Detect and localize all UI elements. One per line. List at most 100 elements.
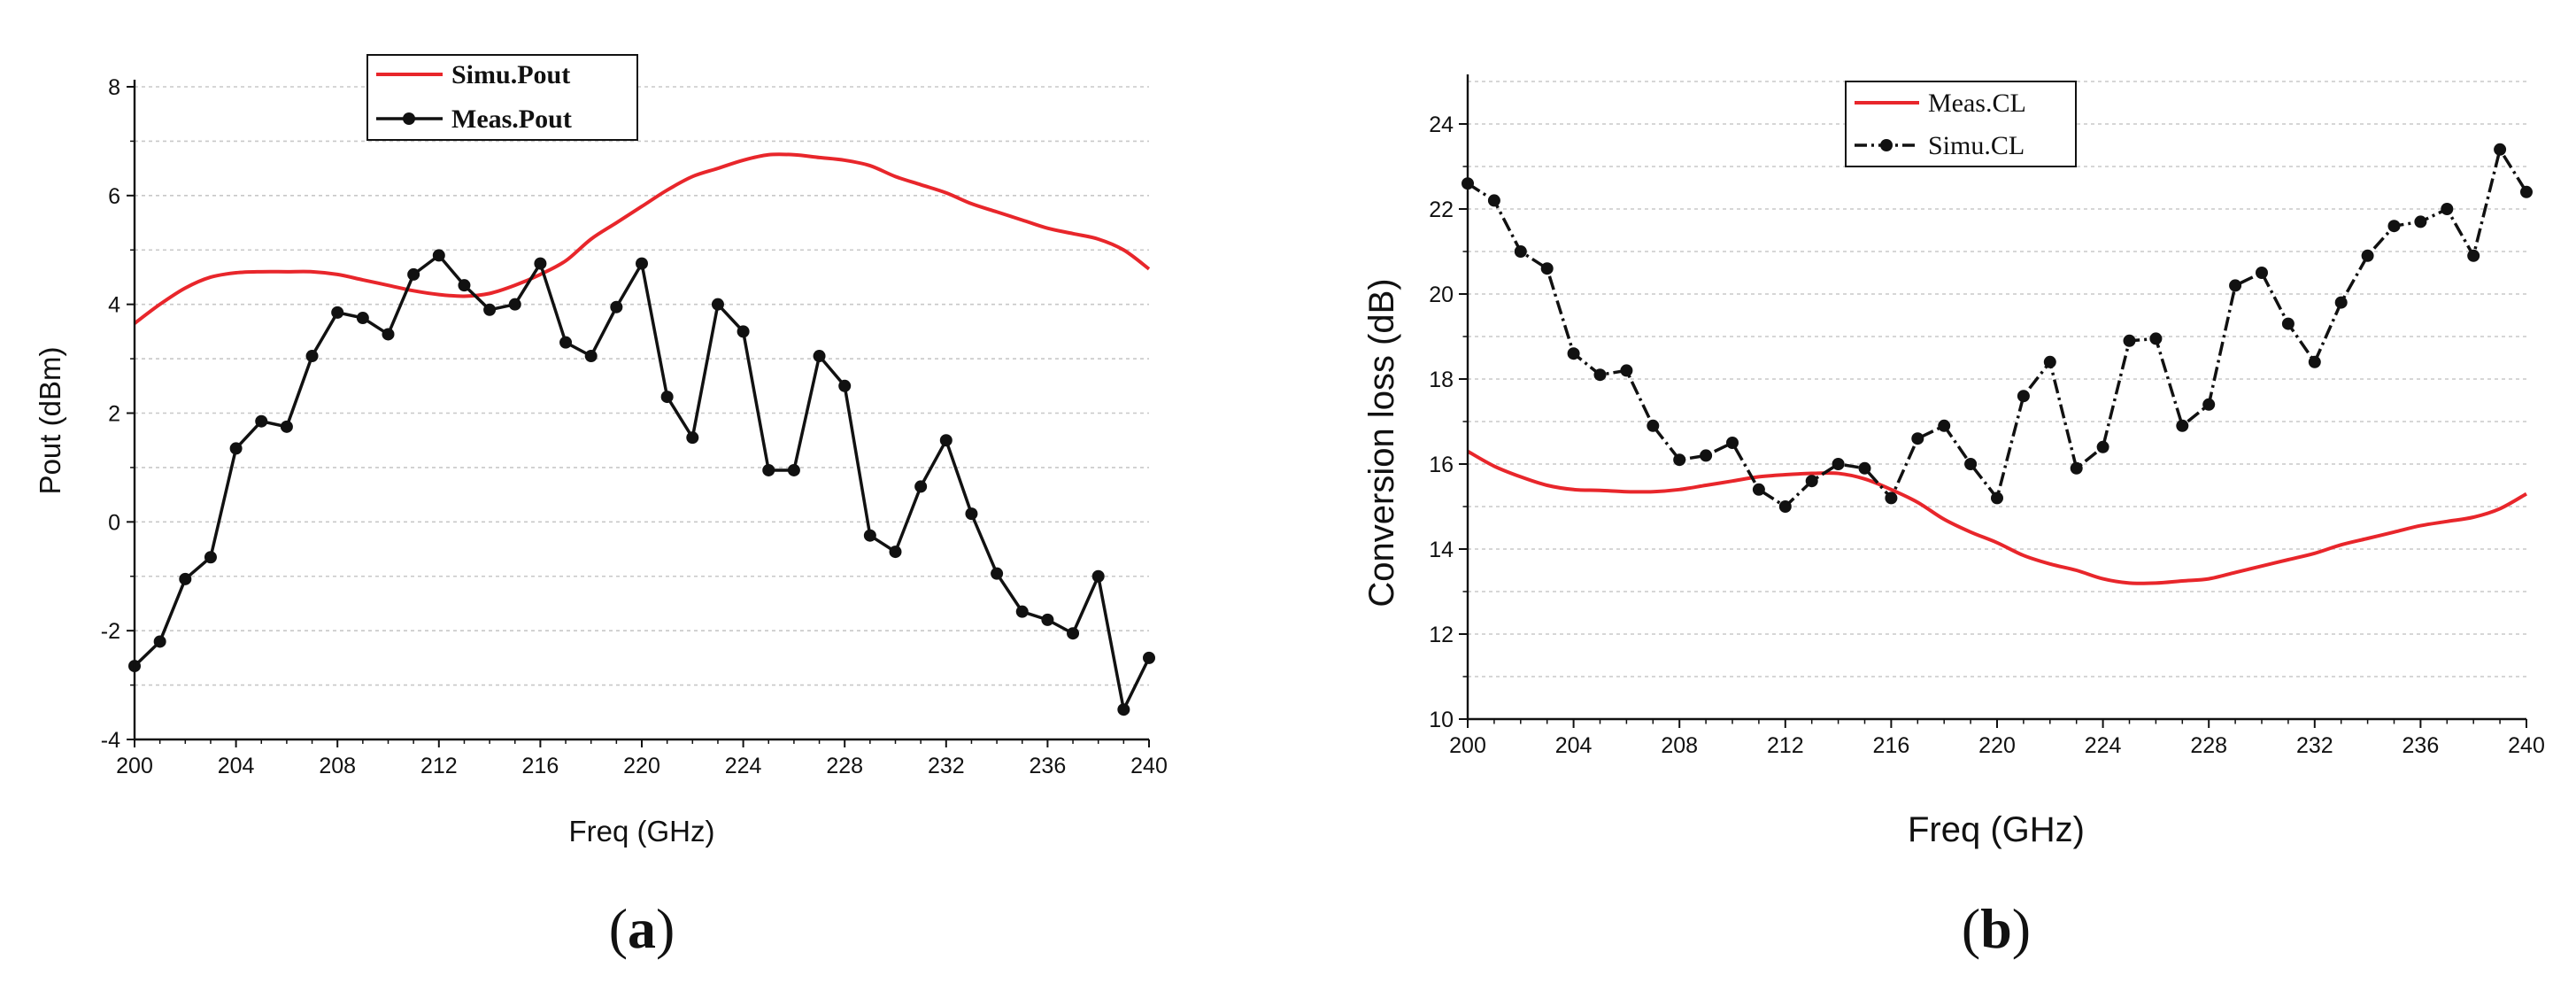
- data-point-simu-cl: [2467, 249, 2480, 262]
- x-axis-title-a: Freq (GHz): [569, 815, 715, 848]
- data-point-simu-cl: [1673, 453, 1686, 467]
- data-point-simu-cl: [2043, 355, 2056, 368]
- y-tick-label-b: 14: [1429, 538, 1454, 562]
- data-point-meas-pout: [914, 480, 928, 493]
- data-point-meas-pout: [508, 298, 521, 311]
- data-point-simu-cl: [2281, 317, 2294, 330]
- data-point-simu-cl: [1938, 419, 1951, 432]
- data-point-meas-pout: [1015, 605, 1029, 618]
- legend-label-meas-pout: Meas.Pout: [451, 104, 572, 134]
- x-axis-title-b: Freq (GHz): [1908, 810, 2085, 849]
- data-point-meas-pout: [610, 300, 623, 313]
- y-tick-label-a: -2: [101, 619, 120, 644]
- data-point-simu-cl: [2229, 279, 2242, 292]
- data-point-meas-pout: [305, 350, 319, 363]
- y-tick-label-b: 22: [1429, 197, 1454, 222]
- data-point-meas-pout: [813, 350, 826, 363]
- data-point-meas-pout: [711, 298, 724, 311]
- grid-lines-b: [1468, 81, 2526, 677]
- data-point-meas-pout: [762, 463, 775, 476]
- x-tick-label-a: 232: [928, 754, 965, 778]
- data-point-simu-cl: [1567, 347, 1580, 360]
- data-point-simu-cl: [1964, 458, 1978, 470]
- data-point-meas-pout: [1041, 613, 1054, 626]
- x-tick-label-b: 200: [1449, 733, 1486, 758]
- x-tick-label-b: 216: [1873, 733, 1910, 758]
- x-tick-label-b: 220: [1978, 733, 2016, 758]
- data-point-meas-pout: [1117, 703, 1130, 716]
- y-tick-label-b: 18: [1429, 368, 1454, 392]
- data-point-meas-pout: [382, 328, 395, 341]
- legend-marker-meas-pout: [403, 112, 415, 125]
- data-point-simu-cl: [1991, 491, 2003, 505]
- data-point-simu-cl: [2176, 419, 2189, 432]
- chart-panel-b: 200 204 208 212 216 220 224 228 232 236 240 10 12 14 1…: [1362, 74, 2545, 960]
- data-point-meas-pout: [965, 507, 978, 521]
- caption-b: (b): [1962, 897, 2031, 960]
- data-point-meas-pout: [229, 442, 243, 455]
- x-tick-label-a: 204: [218, 754, 255, 778]
- data-point-simu-cl: [2202, 398, 2216, 411]
- x-tick-label-a: 228: [826, 754, 863, 778]
- data-point-simu-cl: [1778, 500, 1792, 513]
- data-point-meas-pout: [838, 379, 852, 392]
- caption-letter-a: a: [628, 897, 656, 960]
- caption-a: (a): [609, 897, 675, 960]
- data-point-meas-pout: [179, 572, 192, 585]
- data-point-meas-pout: [787, 463, 800, 476]
- tick-layer-b: 200 204 208 212 216 220 224 228 232 236 240 10 12 14 1…: [1429, 112, 2545, 758]
- data-point-simu-cl: [1858, 461, 1871, 475]
- x-tick-label-b: 204: [1555, 733, 1593, 758]
- data-point-simu-cl: [2017, 390, 2030, 403]
- data-point-meas-pout: [584, 350, 598, 363]
- y-tick-label-a: 0: [108, 510, 120, 535]
- data-point-simu-cl: [1805, 475, 1818, 488]
- tick-layer-a: 200 204 208 212 216 220 224 228 232 236 240 -4 -2 0 2 4…: [101, 75, 1168, 778]
- data-point-meas-pout: [255, 414, 268, 428]
- y-axis-title-a: Pout (dBm): [34, 347, 66, 495]
- data-point-meas-pout: [636, 257, 648, 270]
- data-point-meas-pout: [559, 336, 573, 349]
- data-point-simu-cl: [2361, 249, 2374, 262]
- legend-box-b: [1845, 81, 2077, 167]
- data-point-simu-cl: [1620, 364, 1633, 377]
- x-tick-label-a: 200: [116, 754, 153, 778]
- series-layer-b: [1462, 143, 2533, 585]
- legend-box-a: [366, 54, 638, 141]
- y-tick-label-a: 6: [108, 184, 120, 209]
- data-point-meas-pout: [153, 635, 166, 648]
- chart-panel-a: 200 204 208 212 216 220 224 228 232 236 240 -4 -2 0 2 4…: [34, 54, 1168, 960]
- x-tick-label-a: 212: [420, 754, 458, 778]
- y-axis-title-b: Conversion loss (dB): [1362, 278, 1401, 607]
- data-point-meas-pout: [204, 551, 217, 564]
- x-tick-label-b: 232: [2296, 733, 2333, 758]
- series-line-meas-cl: [1467, 449, 2527, 585]
- y-tick-label-b: 16: [1429, 453, 1454, 477]
- data-point-simu-cl: [1514, 245, 1527, 258]
- data-point-simu-cl: [1487, 194, 1500, 207]
- data-point-meas-pout: [280, 420, 293, 433]
- data-point-simu-cl: [2149, 332, 2163, 345]
- axis-frame-a: [133, 80, 1149, 741]
- x-tick-label-b: 236: [2402, 733, 2440, 758]
- data-point-simu-cl: [2096, 440, 2109, 453]
- x-tick-label-a: 240: [1130, 754, 1168, 778]
- x-tick-label-b: 228: [2190, 733, 2227, 758]
- data-point-simu-cl: [2387, 220, 2401, 233]
- data-point-simu-cl: [1726, 437, 1739, 449]
- caption-letter-b: b: [1980, 897, 2012, 960]
- data-point-meas-pout: [534, 257, 547, 270]
- data-point-simu-cl: [2123, 334, 2136, 347]
- y-tick-label-a: 8: [108, 75, 120, 100]
- x-tick-label-b: 224: [2085, 733, 2122, 758]
- x-tick-label-a: 224: [725, 754, 762, 778]
- data-point-meas-pout: [483, 303, 497, 316]
- data-point-simu-cl: [1647, 419, 1660, 432]
- data-point-simu-cl: [2256, 267, 2268, 279]
- data-point-meas-pout: [331, 306, 344, 319]
- series-line-meas-pout: [133, 253, 1151, 711]
- data-point-simu-cl: [1752, 483, 1765, 496]
- x-tick-label-b: 208: [1661, 733, 1698, 758]
- data-point-meas-pout: [356, 312, 369, 325]
- x-tick-label-a: 220: [623, 754, 660, 778]
